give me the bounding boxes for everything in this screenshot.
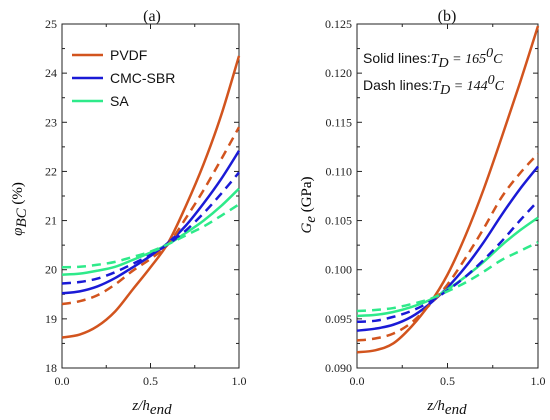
panel-b-ytick-label: 0.120 [325, 66, 352, 80]
panel-b-frame [356, 23, 539, 369]
panel-a-ytick-label: 22 [45, 164, 57, 178]
annotation-solid-prefix: Solid lines: [363, 50, 431, 66]
panel-b: (b) Ge (GPa) z/hend Solid lines:TD = 165… [299, 8, 505, 418]
panel-a-ytick-label: 19 [45, 312, 57, 326]
panel-a-ylabel-symbol: φ [10, 228, 26, 236]
panel-b-ytick-label: 0.090 [325, 361, 352, 375]
panel-b-ytick-label: 0.095 [325, 312, 352, 326]
panel-a-ytick-label: 20 [45, 263, 57, 277]
panel-a-series-pvdf-solid [61, 55, 241, 339]
legend-label-cmc-sbr: CMC-SBR [110, 70, 175, 86]
annotation-solid-unit: C [493, 52, 503, 67]
panel-a-ylabel: φBC (%) [10, 182, 30, 236]
panel-b-label: (b) [438, 8, 457, 25]
panel-b-series-sa-dash [356, 241, 539, 313]
panel-b-ylabel-unit: (GPa) [299, 176, 315, 216]
panel-b-xtick-label: 0.0 [350, 374, 365, 388]
annotation-dash-relation: = 144 [450, 79, 487, 94]
legend-label-pvdf: PVDF [110, 47, 147, 63]
panel-b-ylabel: Ge (GPa) [299, 176, 319, 233]
annotation-dash-unit: C [495, 79, 505, 94]
annotation-dash-symbol: T [432, 79, 441, 94]
panel-b-ytick-label: 0.105 [325, 214, 352, 228]
panel-b-series-pvdf-solid [356, 25, 540, 354]
panel-a-ylabel-unit: (%) [10, 182, 26, 208]
panel-b-ylabel-sub: e [303, 216, 319, 223]
panel-b-ylabel-symbol: G [299, 223, 315, 234]
panel-b-xlabel-main: z/h [426, 398, 445, 414]
annotation-solid: Solid lines:TD = 1650C [363, 46, 503, 71]
panel-b-xtick-label: 0.5 [440, 374, 455, 388]
annotation-solid-symbol: T [431, 52, 440, 67]
svg-text:Ge (GPa): Ge (GPa) [299, 176, 319, 233]
annotation-solid-sub: D [438, 56, 449, 71]
panel-a-series-sa-solid [61, 187, 240, 276]
annotation-dash: Dash lines:TD = 1440C [363, 73, 505, 98]
panel-a-xtick-label: 1.0 [232, 374, 247, 388]
panel-b-plot-layer: 0.090 0.095 0.100 0.105 0.110 0.115 0.120 0.125… [325, 17, 546, 388]
annotation-dash-sup: 0 [488, 73, 495, 88]
panel-a-xtick-label: 0.5 [143, 374, 158, 388]
panel-b-series-pvdf-dash [356, 152, 539, 342]
panel-b-ytick-label: 0.125 [325, 17, 352, 31]
annotation-solid-relation: = 165 [449, 52, 486, 67]
panel-a-series-sa-dash [61, 203, 240, 269]
svg-text:φBC (%): φBC (%) [10, 182, 30, 236]
svg-text:z/hend: z/hend [426, 398, 467, 418]
panel-a-series-pvdf-dash [61, 126, 241, 306]
panel-a-ytick-label: 24 [45, 66, 57, 80]
legend-label-sa: SA [110, 93, 129, 109]
panel-a: (a) φBC (%) z/hend [10, 8, 172, 418]
panel-b-series-cmc-sbr-solid [356, 165, 539, 332]
panel-a-ytick-label: 23 [45, 115, 57, 129]
panel-a-xtick-label: 0.0 [55, 374, 70, 388]
panel-b-ytick-label: 0.100 [325, 263, 352, 277]
legend: PVDF CMC-SBR SA [72, 47, 175, 109]
panel-a-series-cmc-sbr-dash [61, 171, 240, 285]
panel-b-series-cmc-sbr-dash [356, 200, 539, 324]
annotation-solid-sup: 0 [486, 46, 493, 61]
panel-b-xlabel-sub: end [445, 402, 467, 418]
svg-text:z/hend: z/hend [131, 398, 172, 418]
panel-b-ytick-label: 0.115 [325, 115, 352, 129]
panel-b-xlabel: z/hend [426, 398, 467, 418]
panel-b-ytick-label: 0.110 [325, 164, 352, 178]
panel-a-ylabel-sub: BC [14, 207, 30, 227]
panel-a-xlabel-sub: end [150, 402, 172, 418]
panel-a-xlabel: z/hend [131, 398, 172, 418]
panel-a-xlabel-main: z/h [131, 398, 150, 414]
panel-a-ytick-label: 21 [45, 214, 57, 228]
annotation-dash-sub: D [439, 83, 450, 98]
panel-a-ytick-label: 18 [45, 361, 57, 375]
panel-a-ytick-label: 25 [45, 17, 57, 31]
condition-annotations: Solid lines:TD = 1650C Dash lines:TD = 1… [363, 46, 505, 98]
annotation-dash-prefix: Dash lines: [363, 77, 432, 93]
panel-a-label: (a) [143, 8, 161, 25]
panel-b-xtick-label: 1.0 [531, 374, 546, 388]
panel-a-plot-layer: 18 19 20 21 22 23 24 25 0.0 0.5 1.0 [45, 17, 247, 388]
